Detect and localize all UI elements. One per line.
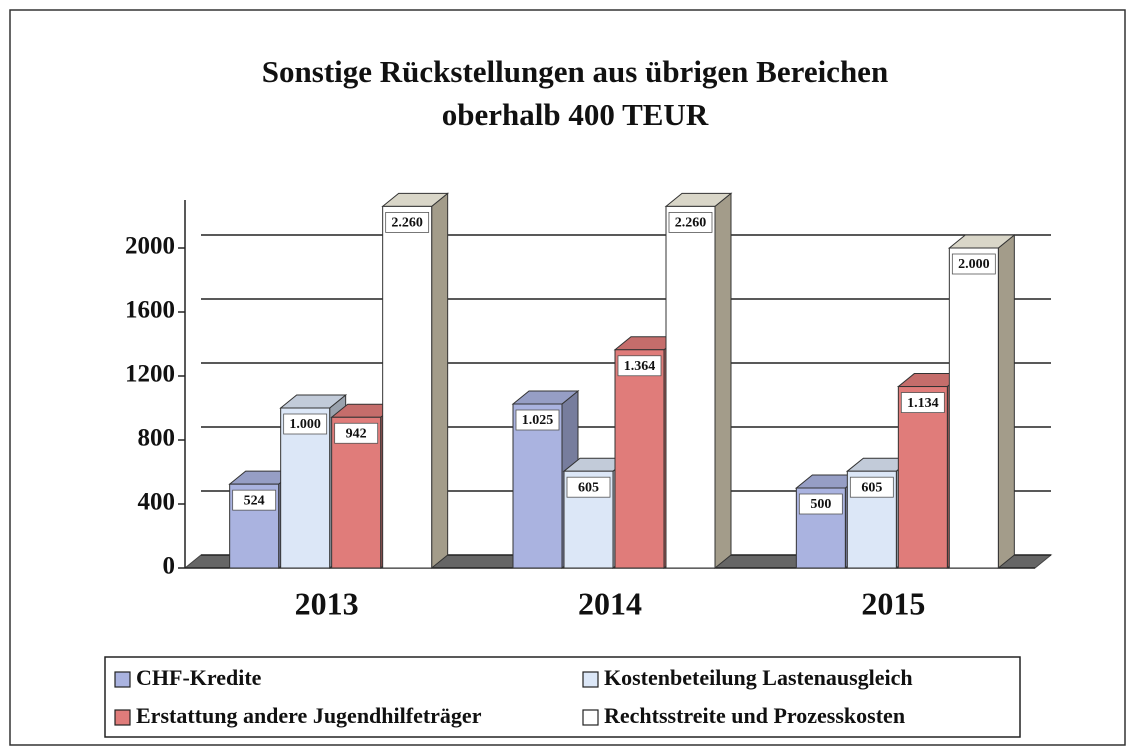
chart-title: oberhalb 400 TEUR [442, 97, 709, 132]
value-label-box [334, 422, 379, 444]
legend-box [104, 656, 1021, 738]
value-label: 942 [346, 426, 367, 441]
value-label-box [900, 392, 945, 413]
legend-label: Rechtsstreite und Prozesskosten [604, 703, 905, 728]
y-tick-label: 2000 [125, 233, 175, 260]
value-label: 524 [244, 493, 265, 508]
bar [614, 349, 665, 569]
bar [897, 386, 948, 569]
value-label: 1.364 [624, 359, 656, 374]
value-label-box [798, 493, 843, 515]
bar [948, 247, 999, 569]
value-label: 2.000 [958, 257, 990, 272]
chart-title: Sonstige Rückstellungen aus übrigen Bere… [262, 54, 888, 89]
value-label: 1.025 [522, 413, 554, 428]
legend-label: Erstattung andere Jugendhilfeträger [136, 703, 482, 728]
x-tick-label: 2013 [295, 585, 359, 621]
value-label-box [283, 413, 328, 435]
x-tick-label: 2014 [578, 585, 642, 621]
value-label: 605 [861, 480, 882, 495]
value-label: 1.134 [907, 396, 939, 411]
x-tick-label: 2015 [861, 585, 925, 621]
value-label-box [617, 355, 662, 377]
value-label-box [385, 211, 430, 233]
value-label-box [849, 476, 894, 498]
bar [665, 205, 716, 569]
value-label: 500 [810, 497, 831, 512]
value-label: 2.260 [391, 216, 423, 231]
value-label: 605 [578, 480, 599, 495]
value-label-box [566, 476, 611, 498]
y-tick-label: 1200 [125, 361, 175, 388]
value-label-box [515, 409, 560, 431]
y-tick-label: 800 [138, 425, 176, 452]
legend-label: CHF-Kredite [136, 665, 262, 690]
bar-side [997, 233, 1015, 570]
bar [512, 403, 563, 569]
y-tick-label: 1600 [125, 297, 175, 324]
bar [382, 205, 433, 569]
bar [280, 407, 331, 569]
value-label-box [951, 253, 996, 275]
value-label: 1.000 [289, 417, 321, 432]
y-tick-label: 0 [163, 553, 176, 580]
legend-swatch [114, 709, 131, 726]
legend-swatch [582, 709, 599, 726]
value-label-box [668, 211, 713, 233]
legend-swatch [582, 671, 599, 688]
bar-side [431, 192, 449, 570]
bar-side [714, 192, 732, 570]
legend-label: Kostenbeteilung Lastenausgleich [604, 665, 913, 690]
value-label-box [232, 489, 277, 511]
y-tick-label: 400 [138, 489, 176, 516]
value-label: 2.260 [675, 216, 707, 231]
legend-swatch [114, 671, 131, 688]
